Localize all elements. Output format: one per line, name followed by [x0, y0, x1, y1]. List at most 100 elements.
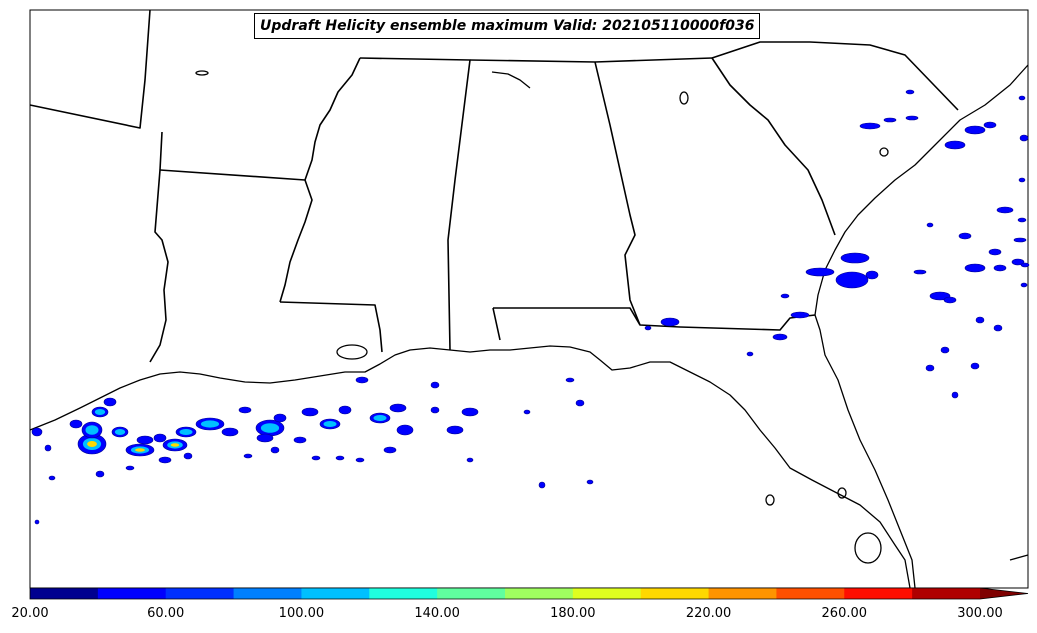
colorbar-segment: [165, 588, 235, 599]
helicity-cell: [1018, 95, 1026, 101]
mississippi-river-border: [279, 57, 361, 303]
helicity-cell: [430, 381, 440, 389]
colorbar-segment: [912, 588, 981, 599]
helicity-cell: [746, 351, 754, 357]
georgia-south-carolina-border: [711, 57, 836, 236]
helicity-cell: [993, 264, 1007, 272]
lake-small-1: [195, 70, 209, 76]
colorbar-segment: [301, 588, 370, 599]
helicity-cell: [466, 457, 474, 463]
helicity-cell: [865, 270, 879, 280]
alabama-florida-border: [493, 307, 816, 331]
helicity-cell: [338, 405, 352, 415]
helicity-cell: [996, 206, 1014, 214]
cape-hatteras: [1009, 554, 1029, 561]
helicity-cell: [153, 433, 167, 443]
helicity-cell: [586, 479, 594, 485]
helicity-cell: [31, 427, 43, 437]
arkansas-border: [29, 9, 151, 129]
map-frame: [29, 9, 1029, 589]
texas-coast: [29, 345, 911, 589]
helicity-cell: [1017, 217, 1027, 223]
helicity-cell-core: [87, 441, 97, 447]
colorbar-segment: [437, 588, 506, 599]
helicity-cell: [926, 222, 934, 228]
lake-small-2: [879, 147, 889, 157]
helicity-cell: [958, 232, 972, 240]
colorbar-segment: [369, 588, 438, 599]
helicity-cell: [780, 293, 790, 299]
helicity-cell: [355, 376, 369, 384]
helicity-cell: [925, 364, 935, 372]
texas-louisiana-border: [149, 131, 169, 363]
helicity-cell: [221, 427, 239, 437]
lake-small-3: [679, 91, 689, 105]
helicity-cell: [256, 433, 274, 443]
helicity-cell: [772, 333, 788, 341]
helicity-cell: [238, 406, 252, 414]
helicity-cell: [523, 409, 531, 415]
helicity-cell: [1019, 134, 1029, 142]
map-title: Updraft Helicity ensemble maximum Valid:…: [254, 13, 761, 39]
helicity-cell: [944, 140, 966, 150]
lake-small-5: [837, 487, 847, 499]
helicity-cell-core: [135, 448, 145, 452]
lake-small-6: [491, 71, 531, 89]
helicity-cell: [446, 425, 464, 435]
helicity-cell: [993, 324, 1003, 332]
helicity-cell: [311, 455, 321, 461]
state-boundaries: [29, 9, 959, 363]
helicity-cell-mid: [179, 429, 193, 435]
helicity-cell: [943, 296, 957, 304]
colorbar-segment: [776, 588, 845, 599]
colorbar-tick-label: 60.00: [147, 606, 185, 621]
louisiana-mississippi-border: [279, 301, 383, 353]
helicity-cell-mid: [85, 425, 99, 435]
helicity-cell: [301, 407, 319, 417]
alabama-coast-border: [492, 307, 501, 341]
alabama-georgia-border: [594, 61, 641, 326]
helicity-cell-mid: [373, 415, 387, 421]
colorbar-tick-label: 180.00: [550, 606, 596, 621]
colorbar-segment: [572, 588, 642, 599]
atlantic-coast: [814, 64, 1029, 316]
helicity-cell: [125, 465, 135, 471]
helicity-cell: [136, 435, 154, 445]
helicity-cell: [970, 362, 980, 370]
helicity-cell: [1018, 177, 1026, 183]
helicity-cell: [575, 399, 585, 407]
colorbar-segment: [844, 588, 913, 599]
mississippi-alabama-border: [359, 57, 471, 351]
helicity-cell: [835, 271, 869, 289]
helicity-cell: [44, 444, 52, 452]
helicity-swaths: [31, 89, 1030, 525]
colorbar-tick-label: 220.00: [685, 606, 732, 621]
helicity-cell: [183, 452, 193, 460]
helicity-cell: [1013, 237, 1027, 243]
helicity-cell: [859, 122, 881, 130]
helicity-cell: [660, 317, 680, 327]
colorbar-extend-arrow: [980, 588, 1028, 599]
helicity-cell: [805, 267, 835, 277]
helicity-cell: [243, 453, 253, 459]
lake-small-4: [765, 494, 775, 506]
helicity-cell: [790, 311, 810, 319]
helicity-cell: [951, 391, 959, 399]
helicity-cell: [69, 419, 83, 429]
helicity-cell: [975, 316, 985, 324]
helicity-cell: [964, 125, 986, 135]
helicity-cell: [273, 413, 287, 423]
lake-okeechobee: [854, 532, 882, 564]
coastline: [29, 64, 1029, 589]
georgia-carolina-border: [711, 41, 959, 111]
helicity-cell: [293, 436, 307, 444]
helicity-cell: [988, 248, 1002, 256]
helicity-cell: [883, 117, 897, 123]
colorbar-tick-label: 300.00: [957, 606, 1003, 621]
helicity-cell: [48, 475, 56, 481]
helicity-cell-mid: [260, 423, 280, 433]
helicity-cell-core: [170, 443, 180, 447]
colorbar-tick-label: 20.00: [11, 606, 49, 621]
